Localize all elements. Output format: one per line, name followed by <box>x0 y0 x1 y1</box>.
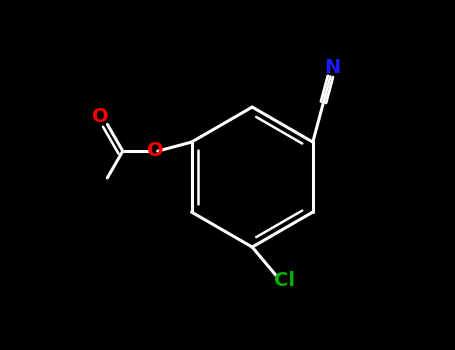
Text: N: N <box>324 58 341 77</box>
Text: O: O <box>91 107 108 126</box>
Text: Cl: Cl <box>274 271 295 290</box>
Text: O: O <box>147 141 164 160</box>
